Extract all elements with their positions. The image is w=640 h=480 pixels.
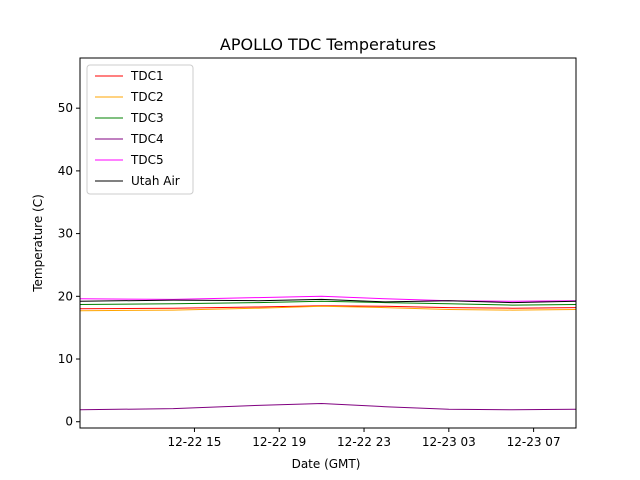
legend-label: TDC4	[130, 132, 164, 146]
legend-label: TDC3	[130, 111, 164, 125]
x-axis-label: Date (GMT)	[292, 457, 361, 471]
x-tick-label: 12-22 19	[252, 435, 306, 449]
y-axis: 0 10 20 30 40 50	[58, 101, 80, 429]
series-line-tdc5	[79, 295, 577, 302]
series-line-tdc3	[79, 300, 577, 306]
series-lines	[79, 295, 577, 411]
x-axis: 12-22 15 12-22 19 12-22 23 12-23 03 12-23 07	[167, 428, 561, 449]
legend: TDC1 TDC2 TDC3 TDC4 TDC5 Utah Air	[86, 64, 194, 195]
y-tick-label: 0	[65, 415, 73, 429]
y-tick-label: 30	[58, 227, 73, 241]
legend-label: Utah Air	[131, 174, 180, 188]
y-axis-label: Temperature (C)	[31, 194, 45, 293]
series-line-tdc1	[79, 305, 577, 310]
series-line-tdc2	[79, 305, 577, 312]
legend-label: TDC2	[130, 90, 164, 104]
chart-title: APOLLO TDC Temperatures	[220, 35, 436, 54]
x-tick-label: 12-23 07	[507, 435, 561, 449]
x-tick-label: 12-22 15	[167, 435, 221, 449]
plot-frame	[79, 57, 577, 429]
x-tick-label: 12-23 03	[422, 435, 476, 449]
legend-label: TDC1	[130, 69, 164, 83]
series-line-tdc4	[79, 402, 577, 411]
series-line-utah-air	[79, 298, 577, 304]
legend-label: TDC5	[130, 153, 164, 167]
y-tick-label: 50	[58, 101, 73, 115]
x-tick-label: 12-22 23	[337, 435, 391, 449]
y-tick-label: 40	[58, 164, 73, 178]
y-tick-label: 20	[58, 289, 73, 303]
y-tick-label: 10	[58, 352, 73, 366]
